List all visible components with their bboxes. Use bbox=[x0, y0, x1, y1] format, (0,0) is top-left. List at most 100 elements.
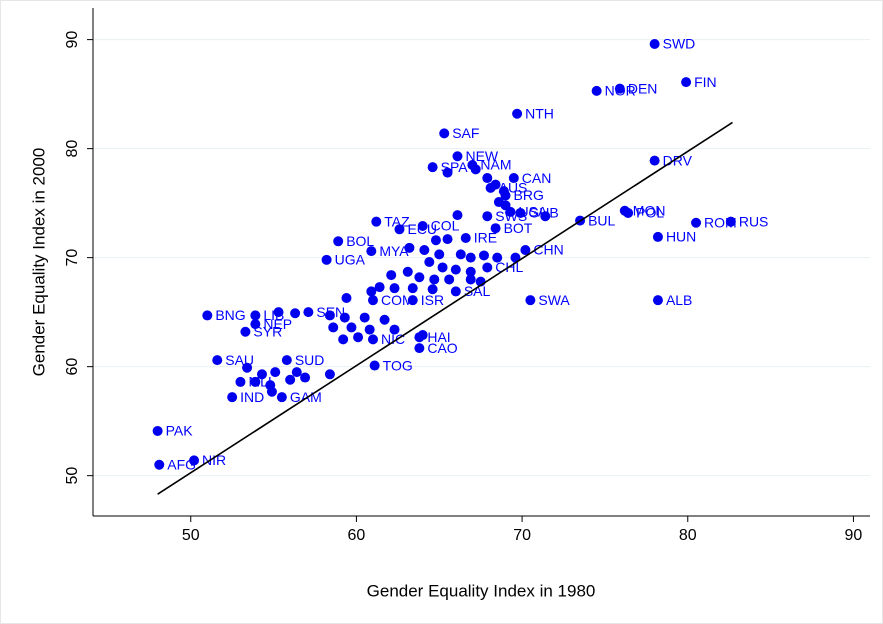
point-label: CHN bbox=[533, 242, 563, 258]
point bbox=[414, 343, 425, 354]
point bbox=[465, 274, 476, 285]
point bbox=[437, 262, 448, 273]
x-tick-label: 50 bbox=[182, 527, 200, 544]
point bbox=[366, 246, 377, 257]
point bbox=[649, 155, 660, 166]
x-tick-label: 70 bbox=[513, 527, 531, 544]
point-label: CAO bbox=[427, 340, 457, 356]
point bbox=[300, 372, 311, 383]
point bbox=[250, 310, 261, 321]
point bbox=[424, 257, 435, 267]
y-tick-label: 60 bbox=[64, 358, 81, 376]
point bbox=[652, 231, 663, 242]
point-label: ALB bbox=[666, 292, 692, 308]
point bbox=[470, 164, 481, 175]
point-label: AFG bbox=[167, 456, 196, 472]
x-axis-title: Gender Equality Index in 1980 bbox=[367, 581, 596, 600]
point bbox=[540, 211, 551, 222]
point bbox=[189, 455, 200, 466]
point bbox=[478, 250, 489, 261]
point bbox=[510, 252, 521, 263]
point bbox=[430, 235, 441, 246]
point bbox=[256, 369, 267, 380]
point bbox=[452, 210, 463, 221]
point bbox=[240, 326, 251, 337]
point-label: MYA bbox=[379, 243, 409, 259]
point bbox=[515, 207, 526, 218]
point bbox=[442, 167, 453, 178]
point bbox=[389, 283, 400, 294]
point-label: BRG bbox=[514, 187, 544, 203]
point bbox=[427, 284, 438, 295]
point bbox=[444, 274, 455, 285]
point bbox=[623, 207, 634, 218]
point bbox=[490, 223, 501, 234]
fit-line bbox=[157, 121, 733, 495]
point bbox=[324, 369, 335, 380]
point bbox=[369, 360, 380, 371]
point-label: SAL bbox=[464, 283, 491, 299]
point-label: NTH bbox=[525, 105, 554, 121]
point-label: MON bbox=[633, 202, 666, 218]
y-tick-label: 70 bbox=[64, 249, 81, 267]
point bbox=[691, 217, 702, 228]
point bbox=[407, 283, 418, 294]
point-label: SUD bbox=[295, 352, 325, 368]
point bbox=[482, 211, 493, 222]
y-tick-label: 80 bbox=[64, 140, 81, 158]
point bbox=[242, 362, 253, 373]
point bbox=[508, 173, 519, 184]
point-label: TAZ bbox=[384, 213, 410, 229]
point bbox=[649, 38, 660, 49]
point bbox=[512, 108, 523, 119]
point bbox=[419, 245, 430, 256]
point bbox=[273, 307, 284, 318]
point-label: SWA bbox=[538, 292, 570, 308]
x-tick-label: 90 bbox=[845, 527, 863, 544]
point bbox=[366, 286, 377, 297]
point bbox=[465, 252, 476, 263]
point bbox=[379, 314, 390, 325]
point bbox=[455, 249, 466, 260]
point bbox=[364, 324, 375, 335]
point-label: PAK bbox=[166, 423, 194, 439]
point bbox=[389, 324, 400, 335]
point-label: BUL bbox=[588, 212, 615, 228]
point-label: ISR bbox=[421, 292, 444, 308]
point bbox=[338, 334, 349, 345]
point-label: HAI bbox=[427, 329, 450, 345]
point bbox=[404, 242, 415, 253]
point bbox=[407, 295, 418, 306]
point bbox=[492, 252, 503, 263]
point bbox=[359, 312, 370, 323]
point-label: COM bbox=[381, 292, 414, 308]
point-label: COL bbox=[431, 218, 460, 234]
point bbox=[414, 272, 425, 283]
point-label: SWS bbox=[495, 208, 527, 224]
point bbox=[374, 282, 385, 293]
point bbox=[450, 286, 461, 297]
point bbox=[452, 151, 463, 162]
point bbox=[321, 254, 332, 265]
point bbox=[353, 332, 364, 343]
point bbox=[417, 221, 428, 232]
point-label: RUS bbox=[739, 213, 769, 229]
point bbox=[346, 322, 357, 333]
y-axis-title: Gender Equality Index in 2000 bbox=[29, 148, 48, 377]
point bbox=[439, 128, 450, 139]
point bbox=[152, 425, 163, 436]
point bbox=[341, 292, 352, 303]
y-tick-label: 90 bbox=[64, 31, 81, 49]
point bbox=[250, 319, 261, 330]
point bbox=[333, 236, 344, 247]
point-label: POL bbox=[636, 205, 664, 221]
point-label: NIR bbox=[202, 452, 226, 468]
point bbox=[394, 224, 405, 235]
point-label: BOL bbox=[346, 233, 374, 249]
point bbox=[212, 355, 223, 366]
point bbox=[450, 264, 461, 275]
point bbox=[276, 392, 287, 403]
point bbox=[324, 310, 335, 321]
point-label: NIC bbox=[381, 331, 405, 347]
